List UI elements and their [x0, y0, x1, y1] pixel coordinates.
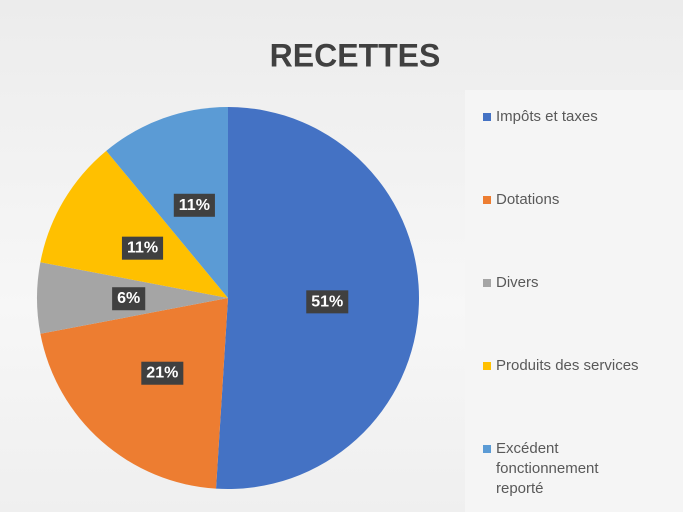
data-label: 11% — [121, 236, 164, 260]
legend-entry: Excédent fonctionnement reporté — [483, 439, 678, 499]
pie-slice — [40, 298, 229, 489]
data-label-box — [141, 361, 184, 385]
data-label: 6% — [112, 287, 146, 311]
legend-swatch — [483, 279, 491, 287]
data-label: 21% — [141, 361, 184, 385]
legend-entry: Impôts et taxes — [483, 107, 678, 127]
data-label-box — [306, 290, 349, 314]
legend: Impôts et taxes Dotations Divers Produits d… — [465, 90, 683, 512]
legend-entry: Divers — [483, 273, 678, 293]
data-label: 11% — [173, 193, 215, 217]
data-label-text: 11% — [179, 197, 210, 214]
data-label-box — [121, 236, 164, 260]
legend-label: Produits des services — [496, 357, 639, 374]
data-label-text: 6% — [117, 290, 140, 307]
legend-label: Divers — [496, 274, 539, 291]
legend-entry: Produits des services — [483, 356, 678, 376]
legend-label: Excédent fonctionnement reporté — [496, 440, 599, 497]
legend-swatch — [483, 445, 491, 453]
legend-swatch — [483, 113, 491, 121]
legend-label: Dotations — [496, 191, 560, 208]
legend-swatch — [483, 362, 491, 370]
legend-label: Impôts et taxes — [496, 108, 598, 125]
data-label: 51% — [306, 290, 349, 314]
data-label-box — [112, 287, 146, 311]
data-label-text: 11% — [127, 240, 158, 257]
pie-slice — [40, 150, 229, 298]
legend-swatch — [483, 196, 491, 204]
chart-title: RECETTES — [270, 37, 441, 73]
data-label-text: 21% — [146, 365, 178, 382]
legend-entry: Dotations — [483, 190, 678, 210]
data-label-box — [173, 193, 215, 217]
pie-slice — [106, 107, 228, 298]
data-label-text: 51% — [311, 293, 343, 310]
